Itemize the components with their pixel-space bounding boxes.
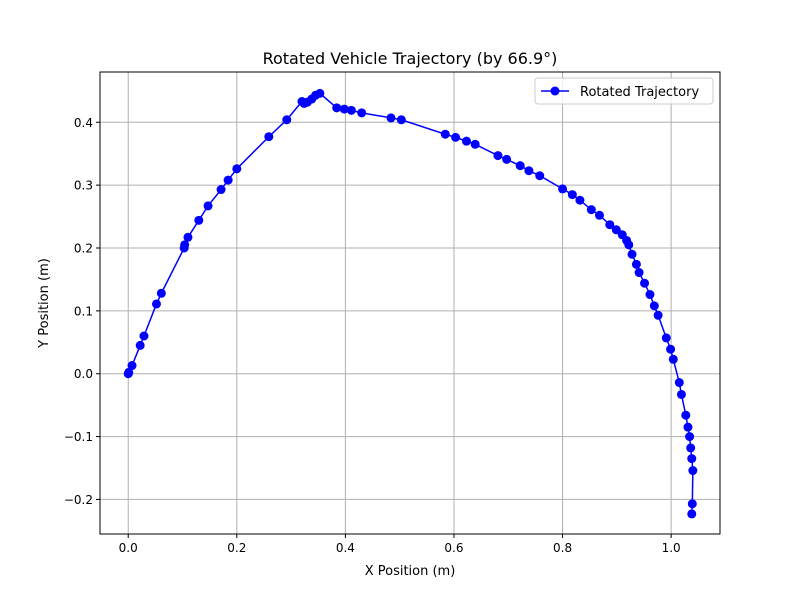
data-point [282, 115, 292, 125]
tick-layer: 0.0 0.2 0.4 0.6 0.8 1.0 −0.2 −0.1 0.0 0.1 0.2 0.3 0.… [64, 116, 681, 555]
data-point [451, 132, 461, 142]
data-point [688, 466, 698, 476]
data-point [687, 499, 697, 509]
data-point [216, 185, 226, 195]
data-point [180, 240, 190, 250]
data-point [156, 288, 166, 298]
x-tick-label: 0.4 [336, 541, 355, 555]
data-point [594, 210, 604, 220]
data-point [611, 225, 621, 235]
y-tick-label: 0.2 [74, 242, 93, 256]
data-point [666, 344, 676, 354]
plot-frame [99, 71, 721, 535]
data-point [396, 115, 406, 125]
data-point [649, 301, 659, 311]
data-point [535, 171, 545, 181]
data-point [634, 268, 644, 278]
x-tick-label: 1.0 [662, 541, 681, 555]
data-point [687, 454, 697, 464]
data-point [127, 361, 137, 371]
data-point [139, 331, 149, 341]
chart-title: Rotated Vehicle Trajectory (by 66.9°) [263, 49, 558, 68]
data-point [223, 175, 233, 185]
x-tick-label: 0.0 [119, 541, 138, 555]
data-point [586, 205, 596, 215]
data-point [194, 215, 204, 225]
data-point [502, 154, 512, 164]
data-point [676, 389, 686, 399]
y-axis-label: Y Position (m) [37, 258, 52, 349]
y-tick-label: 0.0 [74, 367, 93, 381]
grid-layer [100, 72, 720, 534]
data-point [264, 132, 274, 142]
data-point [203, 201, 213, 211]
data-point [357, 108, 367, 118]
data-point [645, 290, 655, 300]
data-point [346, 105, 356, 115]
data-point [653, 310, 663, 320]
legend-label: Rotated Trajectory [580, 85, 699, 100]
legend-marker-sample [550, 86, 560, 96]
data-point [135, 340, 145, 350]
data-point [386, 113, 396, 123]
x-tick-label: 0.6 [444, 541, 463, 555]
data-point [232, 164, 242, 174]
data-point [339, 104, 349, 114]
data-point [567, 190, 577, 200]
data-point [674, 378, 684, 388]
data-point [524, 166, 534, 176]
data-point [640, 278, 650, 288]
legend-box [534, 77, 714, 105]
data-point [661, 333, 671, 343]
data-point [332, 103, 342, 113]
data-point [493, 151, 503, 161]
data-point [124, 367, 134, 377]
data-point [470, 139, 480, 149]
data-point [315, 88, 325, 98]
y-tick-label: 0.4 [74, 116, 93, 130]
data-point [685, 432, 695, 442]
y-tick-label: 0.3 [74, 179, 93, 193]
legend: Rotated Trajectory [534, 77, 714, 105]
data-point [687, 509, 697, 519]
data-point [515, 161, 525, 171]
data-point [686, 443, 696, 453]
data-point [575, 195, 585, 205]
data-point [624, 240, 634, 250]
y-tick-label: 0.1 [74, 304, 93, 318]
plot-area [100, 72, 720, 534]
data-point [558, 184, 568, 194]
x-tick-label: 0.8 [553, 541, 572, 555]
data-point [183, 232, 193, 242]
x-tick-label: 0.2 [227, 541, 246, 555]
y-tick-label: −0.1 [64, 430, 93, 444]
data-point [627, 249, 637, 259]
y-tick-label: −0.2 [64, 493, 93, 507]
data-point [668, 354, 678, 364]
data-point [461, 136, 471, 146]
x-axis-label: X Position (m) [365, 564, 456, 579]
data-point [151, 299, 161, 309]
data-point [683, 422, 693, 432]
data-point [440, 129, 450, 139]
data-point [631, 259, 641, 269]
data-point [605, 220, 615, 230]
data-point [681, 410, 691, 420]
series-layer [123, 88, 698, 519]
